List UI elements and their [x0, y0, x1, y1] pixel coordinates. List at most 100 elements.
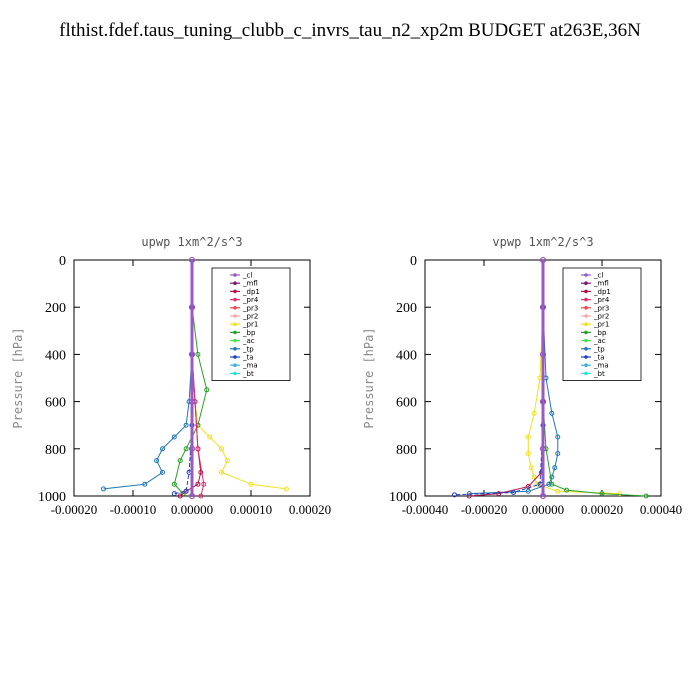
data-point-cl	[540, 445, 546, 452]
legend-label: _mfl	[242, 280, 258, 288]
data-point-dp1	[525, 484, 531, 490]
data-point-bp	[171, 481, 177, 487]
legend-label: _dp1	[242, 288, 260, 296]
data-point-tp	[160, 469, 165, 475]
data-point-tp	[549, 410, 555, 416]
x-tick-label: 0.00000	[171, 502, 213, 517]
data-point-cl	[189, 351, 195, 358]
data-point-tp	[555, 434, 561, 440]
data-point-tp	[154, 458, 160, 464]
legend-marker	[584, 297, 588, 302]
data-point-bp	[549, 481, 555, 487]
legend-marker	[233, 289, 237, 294]
data-point-cl	[189, 304, 195, 311]
data-point-cl	[540, 304, 546, 311]
data-point-ta	[183, 488, 189, 494]
legend-label: _ta	[242, 354, 254, 362]
legend-marker	[584, 355, 588, 359]
data-point-bp	[195, 422, 201, 428]
y-tick-label: 200	[396, 301, 417, 316]
x-tick-label: 0.00000	[522, 502, 564, 517]
data-point-pr1	[531, 474, 537, 480]
legend-marker	[584, 363, 588, 368]
legend-label: _tp	[242, 345, 254, 353]
data-point-ta	[511, 489, 516, 495]
y-tick-label: 0	[410, 254, 417, 269]
x-tick-label: 0.00020	[581, 502, 623, 517]
data-point-cl	[189, 257, 195, 263]
legend-marker	[584, 289, 588, 294]
legend-label: _pr4	[593, 296, 610, 304]
x-tick-label: -0.00010	[110, 502, 157, 517]
x-tick-label: -0.00020	[461, 502, 508, 517]
data-point-bp	[599, 491, 605, 497]
y-tick-label: 0	[59, 254, 66, 269]
legend-marker	[233, 371, 237, 376]
data-point-tp	[171, 434, 177, 440]
data-point-pr1	[531, 410, 537, 416]
legend-marker	[233, 306, 237, 310]
y-tick-label: 800	[45, 443, 66, 458]
data-point-pr1	[224, 458, 230, 464]
x-tick-label: 0.00040	[640, 502, 682, 517]
data-point-cl	[189, 493, 195, 499]
data-point-tp	[555, 451, 561, 457]
data-point-ta	[452, 492, 457, 498]
data-point-cl	[189, 398, 195, 405]
data-point-bp	[195, 351, 201, 357]
data-point-bp	[564, 487, 570, 493]
legend-label: _pr3	[242, 304, 258, 312]
data-point-dp1	[496, 491, 502, 497]
series-line-pr1	[527, 307, 620, 495]
series-line-tp	[469, 307, 559, 495]
legend-marker	[233, 281, 237, 286]
y-tick-label: 1000	[389, 490, 417, 505]
legend-label: _pr3	[593, 304, 609, 312]
data-point-bp	[177, 458, 183, 464]
legend-label: _ma	[242, 362, 258, 370]
legend-label: _pr1	[242, 321, 258, 329]
data-point-tp	[546, 481, 552, 487]
data-point-pr1	[283, 486, 289, 492]
data-point-tp	[466, 491, 472, 497]
data-point-pr1	[525, 451, 531, 457]
data-point-tp	[552, 465, 558, 471]
data-point-tp	[549, 474, 555, 480]
legend-marker	[233, 363, 237, 368]
legend-marker	[233, 330, 237, 335]
legend-marker	[584, 281, 588, 286]
legend-label: _cl	[242, 272, 252, 280]
legend-marker	[233, 322, 237, 327]
legend-marker	[584, 371, 588, 376]
legend-label: _cl	[593, 272, 603, 280]
legend-marker	[233, 347, 237, 351]
data-point-bp	[643, 493, 649, 499]
data-point-cl	[540, 493, 546, 499]
x-tick-label: 0.00010	[230, 502, 272, 517]
data-point-tp	[101, 486, 106, 492]
legend-marker	[233, 314, 237, 318]
legend-label: _pr4	[242, 296, 259, 304]
data-point-pr4	[195, 446, 201, 452]
legend-marker	[233, 297, 237, 302]
series-line-dp1	[469, 307, 544, 497]
page-title: flthist.fdef.taus_tuning_clubb_c_invrs_t…	[59, 20, 641, 41]
legend-box	[211, 267, 291, 381]
y-axis-label: Pressure [hPa]	[11, 327, 25, 428]
data-point-ta	[171, 491, 177, 497]
y-tick-label: 400	[396, 348, 417, 363]
data-point-tp	[142, 481, 148, 487]
data-point-tp	[160, 446, 165, 452]
data-point-dp1	[195, 481, 201, 487]
data-point-pr1	[219, 446, 224, 452]
y-tick-label: 600	[45, 396, 66, 411]
legend-marker	[584, 330, 588, 335]
data-point-tp	[183, 422, 189, 428]
data-point-pr1	[528, 465, 534, 471]
legend-label: _mfl	[593, 280, 609, 288]
legend-marker	[584, 273, 588, 277]
legend-label: _ac	[242, 337, 255, 345]
legend-marker	[233, 273, 237, 277]
legend-label: _bp	[593, 329, 607, 337]
data-point-cl	[189, 445, 195, 452]
